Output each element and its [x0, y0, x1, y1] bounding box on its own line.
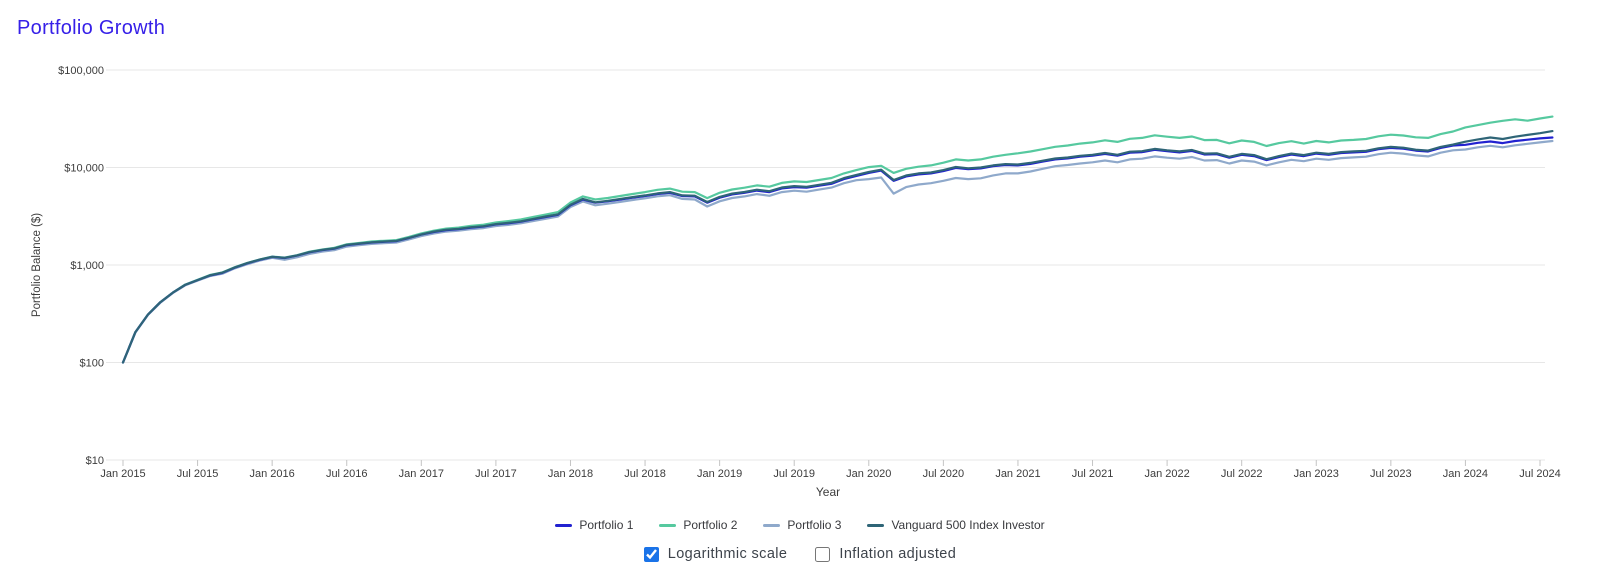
- legend-item-portfolio-1[interactable]: Portfolio 1: [555, 518, 633, 532]
- series-line-portfolio-3: [121, 139, 1554, 364]
- axis-ticks: [122, 460, 1541, 466]
- x-tick-label: Jul 2020: [923, 468, 965, 480]
- y-axis-label: Portfolio Balance ($): [31, 213, 43, 317]
- x-tick-label: Jan 2019: [697, 468, 742, 480]
- x-tick-label: Jul 2019: [773, 468, 815, 480]
- gridlines: [106, 69, 1545, 461]
- series-line-vanguard-500-index-investor: [121, 129, 1554, 364]
- y-tick-label: $100,000: [58, 65, 104, 77]
- x-tick-label: Jan 2023: [1294, 468, 1339, 480]
- x-tick-label: Jul 2024: [1519, 468, 1561, 480]
- y-tick-label: $10: [86, 455, 104, 467]
- x-tick-label: Jul 2023: [1370, 468, 1412, 480]
- page-title: Portfolio Growth: [17, 17, 166, 39]
- inflation-adjusted-label[interactable]: Inflation adjusted: [839, 546, 957, 562]
- legend-swatch-vanguard-500-index-investor: [867, 523, 885, 527]
- chart-controls: Logarithmic scale Inflation adjusted: [0, 546, 1600, 562]
- y-tick-label: $100: [80, 358, 104, 370]
- series-lines: [121, 115, 1554, 364]
- x-tick-label: Jan 2016: [250, 468, 295, 480]
- legend-label: Portfolio 1: [579, 518, 634, 532]
- x-tick-label: Jul 2016: [326, 468, 368, 480]
- x-tick-label: Jul 2018: [624, 468, 666, 480]
- y-tick-label: $10,000: [64, 163, 104, 175]
- legend-swatch-portfolio-2: [659, 523, 677, 527]
- legend-swatch-portfolio-3: [763, 523, 781, 527]
- inflation-adjusted-control: Inflation adjusted: [815, 546, 956, 562]
- legend: Portfolio 1 Portfolio 2 Portfolio 3 Vanguar…: [0, 518, 1600, 532]
- x-tick-label: Jul 2022: [1221, 468, 1263, 480]
- legend-label: Portfolio 2: [683, 518, 738, 532]
- x-tick-label: Jul 2017: [475, 468, 517, 480]
- legend-label: Portfolio 3: [787, 518, 842, 532]
- portfolio-growth-chart: $100,000 $10,000 $1,000 $100 $10 Jan 2015 Jul …: [0, 55, 1600, 505]
- x-tick-label: Jul 2021: [1072, 468, 1114, 480]
- x-tick-label: Jan 2020: [846, 468, 891, 480]
- x-axis-label: Year: [816, 485, 840, 499]
- x-tick-label: Jan 2021: [995, 468, 1040, 480]
- x-tick-label: Jan 2017: [399, 468, 444, 480]
- logarithmic-scale-control: Logarithmic scale: [643, 546, 788, 562]
- x-tick-label: Jan 2022: [1144, 468, 1189, 480]
- logarithmic-scale-label[interactable]: Logarithmic scale: [667, 546, 788, 562]
- x-tick-label: Jan 2015: [100, 468, 145, 480]
- y-tick-label: $1,000: [70, 260, 104, 272]
- legend-item-vanguard-500-index-investor[interactable]: Vanguard 500 Index Investor: [867, 518, 1045, 532]
- x-tick-label: Jul 2015: [177, 468, 219, 480]
- x-tick-label: Jan 2024: [1443, 468, 1488, 480]
- legend-item-portfolio-3[interactable]: Portfolio 3: [763, 518, 841, 532]
- x-tick-label: Jan 2018: [548, 468, 593, 480]
- legend-item-portfolio-2[interactable]: Portfolio 2: [659, 518, 737, 532]
- legend-swatch-portfolio-1: [555, 523, 573, 527]
- inflation-adjusted-checkbox[interactable]: [815, 546, 831, 562]
- logarithmic-scale-checkbox[interactable]: [643, 546, 659, 562]
- legend-label: Vanguard 500 Index Investor: [891, 518, 1045, 532]
